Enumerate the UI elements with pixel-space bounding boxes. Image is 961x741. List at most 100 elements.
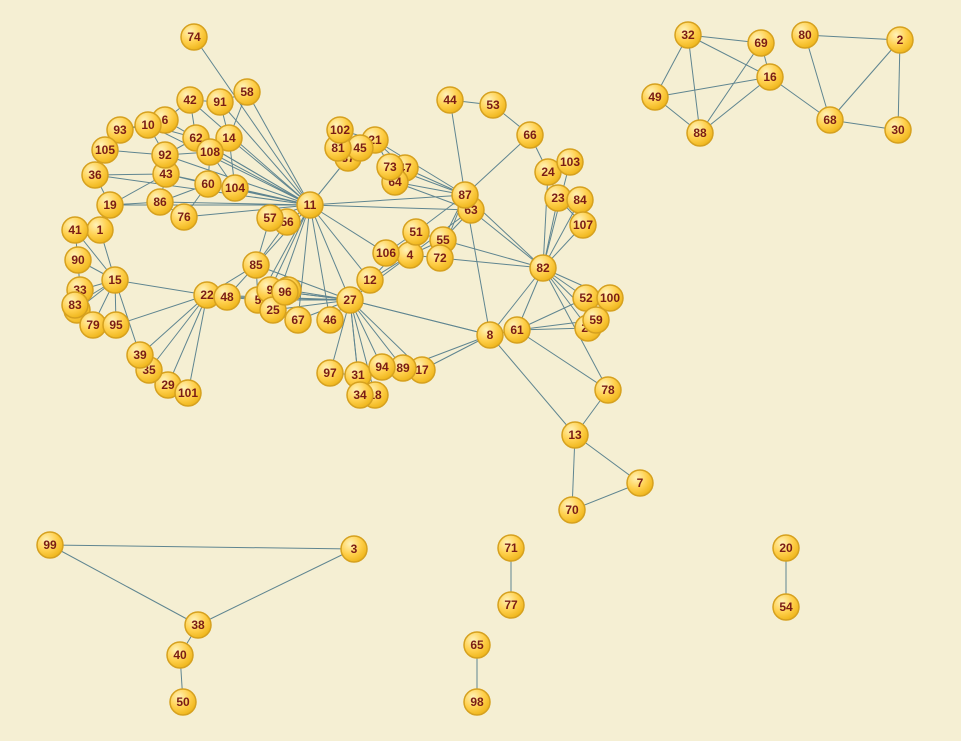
node-66[interactable]: 66 xyxy=(517,122,543,148)
node-circle[interactable] xyxy=(135,112,161,138)
node-94[interactable]: 94 xyxy=(369,354,395,380)
node-circle[interactable] xyxy=(195,171,221,197)
node-circle[interactable] xyxy=(102,267,128,293)
node-91[interactable]: 91 xyxy=(207,89,233,115)
node-88[interactable]: 88 xyxy=(687,120,713,146)
node-103[interactable]: 103 xyxy=(557,149,583,175)
node-circle[interactable] xyxy=(341,536,367,562)
node-circle[interactable] xyxy=(748,30,774,56)
node-108[interactable]: 108 xyxy=(197,139,223,165)
node-circle[interactable] xyxy=(437,87,463,113)
node-85[interactable]: 85 xyxy=(243,252,269,278)
node-8[interactable]: 8 xyxy=(477,322,503,348)
node-71[interactable]: 71 xyxy=(498,535,524,561)
node-104[interactable]: 104 xyxy=(222,175,248,201)
node-2[interactable]: 2 xyxy=(887,27,913,53)
node-circle[interactable] xyxy=(597,285,623,311)
node-12[interactable]: 12 xyxy=(357,267,383,293)
node-60[interactable]: 60 xyxy=(195,171,221,197)
node-39[interactable]: 39 xyxy=(127,342,153,368)
node-circle[interactable] xyxy=(337,287,363,313)
node-74[interactable]: 74 xyxy=(181,24,207,50)
node-circle[interactable] xyxy=(757,64,783,90)
node-98[interactable]: 98 xyxy=(464,689,490,715)
node-30[interactable]: 30 xyxy=(885,117,911,143)
node-circle[interactable] xyxy=(369,354,395,380)
node-circle[interactable] xyxy=(87,217,113,243)
node-circle[interactable] xyxy=(642,84,668,110)
node-circle[interactable] xyxy=(285,307,311,333)
node-4[interactable]: 4 xyxy=(397,242,423,268)
node-circle[interactable] xyxy=(197,139,223,165)
node-53[interactable]: 53 xyxy=(480,92,506,118)
node-circle[interactable] xyxy=(82,162,108,188)
node-3[interactable]: 3 xyxy=(341,536,367,562)
node-41[interactable]: 41 xyxy=(62,217,88,243)
node-circle[interactable] xyxy=(127,342,153,368)
node-77[interactable]: 77 xyxy=(498,592,524,618)
node-82[interactable]: 82 xyxy=(530,255,556,281)
node-58[interactable]: 58 xyxy=(234,79,260,105)
node-7[interactable]: 7 xyxy=(627,470,653,496)
node-circle[interactable] xyxy=(92,137,118,163)
node-42[interactable]: 42 xyxy=(177,87,203,113)
node-circle[interactable] xyxy=(222,175,248,201)
node-57[interactable]: 57 xyxy=(257,205,283,231)
node-circle[interactable] xyxy=(817,107,843,133)
node-61[interactable]: 61 xyxy=(504,317,530,343)
node-circle[interactable] xyxy=(97,192,123,218)
node-34[interactable]: 34 xyxy=(347,382,373,408)
node-circle[interactable] xyxy=(517,122,543,148)
node-circle[interactable] xyxy=(317,360,343,386)
node-84[interactable]: 84 xyxy=(567,187,593,213)
node-65[interactable]: 65 xyxy=(464,632,490,658)
node-16[interactable]: 16 xyxy=(757,64,783,90)
node-circle[interactable] xyxy=(559,497,585,523)
node-78[interactable]: 78 xyxy=(595,377,621,403)
node-102[interactable]: 102 xyxy=(327,117,353,143)
node-circle[interactable] xyxy=(498,535,524,561)
node-circle[interactable] xyxy=(243,252,269,278)
node-36[interactable]: 36 xyxy=(82,162,108,188)
node-11[interactable]: 11 xyxy=(297,192,323,218)
node-106[interactable]: 106 xyxy=(373,240,399,266)
node-80[interactable]: 80 xyxy=(792,22,818,48)
node-circle[interactable] xyxy=(583,307,609,333)
node-86[interactable]: 86 xyxy=(147,189,173,215)
node-circle[interactable] xyxy=(504,317,530,343)
node-circle[interactable] xyxy=(207,89,233,115)
node-38[interactable]: 38 xyxy=(185,612,211,638)
node-100[interactable]: 100 xyxy=(597,285,623,311)
node-circle[interactable] xyxy=(773,535,799,561)
node-circle[interactable] xyxy=(185,612,211,638)
node-15[interactable]: 15 xyxy=(102,267,128,293)
node-circle[interactable] xyxy=(167,642,193,668)
node-68[interactable]: 68 xyxy=(817,107,843,133)
node-circle[interactable] xyxy=(152,142,178,168)
node-circle[interactable] xyxy=(65,247,91,273)
node-32[interactable]: 32 xyxy=(675,22,701,48)
node-circle[interactable] xyxy=(885,117,911,143)
node-circle[interactable] xyxy=(452,182,478,208)
node-circle[interactable] xyxy=(147,189,173,215)
node-105[interactable]: 105 xyxy=(92,137,118,163)
node-90[interactable]: 90 xyxy=(65,247,91,273)
node-circle[interactable] xyxy=(347,382,373,408)
node-10[interactable]: 10 xyxy=(135,112,161,138)
node-95[interactable]: 95 xyxy=(103,312,129,338)
node-49[interactable]: 49 xyxy=(642,84,668,110)
node-54[interactable]: 54 xyxy=(773,594,799,620)
node-19[interactable]: 19 xyxy=(97,192,123,218)
node-96[interactable]: 96 xyxy=(272,279,298,305)
node-circle[interactable] xyxy=(595,377,621,403)
node-67[interactable]: 67 xyxy=(285,307,311,333)
node-79[interactable]: 79 xyxy=(80,312,106,338)
node-92[interactable]: 92 xyxy=(152,142,178,168)
node-107[interactable]: 107 xyxy=(570,212,596,238)
node-circle[interactable] xyxy=(464,632,490,658)
node-circle[interactable] xyxy=(214,284,240,310)
node-circle[interactable] xyxy=(675,22,701,48)
node-46[interactable]: 46 xyxy=(317,307,343,333)
node-48[interactable]: 48 xyxy=(214,284,240,310)
node-99[interactable]: 99 xyxy=(37,532,63,558)
